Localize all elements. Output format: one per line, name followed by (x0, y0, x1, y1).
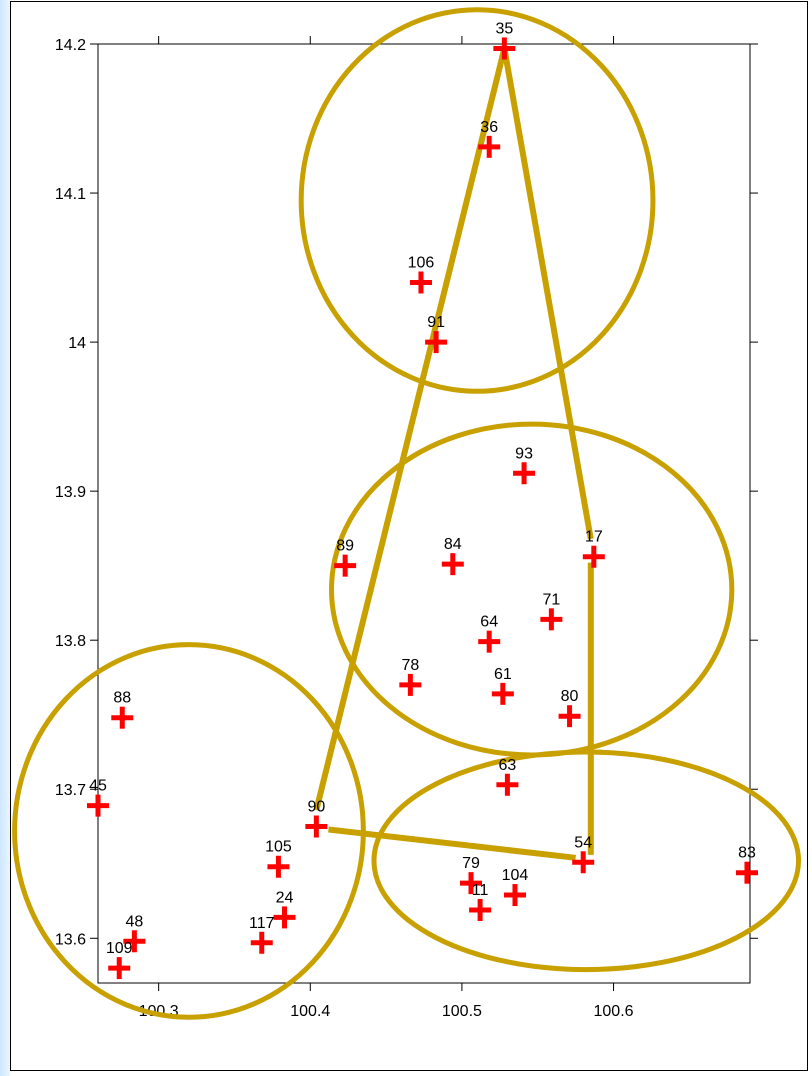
data-point: 71 (540, 591, 563, 631)
data-point: 90 (305, 799, 328, 838)
cluster-ellipses (12, 7, 802, 1020)
point-label: 105 (265, 839, 292, 856)
point-label: 93 (515, 445, 533, 462)
data-points: 35 36 106 91 93 89 84 17 71 64 78 61 80 88 63 45 90 105 54… (87, 20, 758, 980)
data-point: 91 (425, 314, 448, 354)
point-label: 83 (738, 845, 756, 862)
point-label: 17 (585, 529, 603, 546)
y-tick-label: 13.6 (55, 931, 86, 948)
link-lines (313, 47, 594, 861)
data-point: 106 (408, 254, 435, 294)
data-point: 83 (735, 845, 758, 884)
point-label: 54 (574, 834, 592, 851)
link-line (313, 47, 508, 811)
point-label: 88 (113, 690, 131, 707)
data-point: 54 (572, 834, 595, 874)
data-point: 64 (478, 614, 501, 653)
data-point: 24 (273, 889, 296, 929)
data-point: 104 (502, 867, 529, 907)
data-point: 17 (582, 529, 605, 568)
side-strip (0, 0, 10, 1076)
cluster-ellipse (12, 642, 366, 1020)
data-point: 36 (478, 119, 501, 158)
data-point: 80 (558, 688, 581, 728)
link-line (501, 47, 594, 540)
cluster-ellipse (371, 749, 802, 973)
plot-area (97, 43, 751, 984)
point-label: 24 (276, 889, 294, 906)
point-label: 35 (495, 20, 513, 37)
link-line (328, 826, 576, 861)
point-label: 117 (249, 915, 275, 932)
y-tick-label: 13.9 (55, 484, 86, 501)
y-tick-label: 14 (68, 335, 86, 352)
data-point: 117 (249, 915, 275, 954)
y-tick-label: 14.2 (55, 37, 86, 54)
axis-ticks (90, 36, 758, 991)
data-point: 35 (493, 20, 516, 60)
tick-labels: 100.3 100.4 100.5 100.613.613.713.813.91414… (55, 37, 634, 1020)
point-label: 91 (427, 314, 445, 331)
point-label: 79 (462, 855, 480, 872)
point-label: 48 (125, 913, 143, 930)
x-tick-label: 100.6 (594, 1003, 634, 1020)
x-tick-label: 100.5 (442, 1003, 482, 1020)
data-point: 79 (460, 855, 483, 895)
data-point: 78 (399, 657, 422, 696)
point-label: 104 (502, 867, 529, 884)
point-label: 109 (106, 940, 133, 957)
point-label: 106 (408, 254, 435, 271)
chart-frame (10, 1, 808, 1071)
point-label: 90 (307, 799, 325, 816)
data-point: 63 (496, 757, 519, 796)
data-point: 45 (87, 778, 109, 817)
point-label: 45 (89, 778, 107, 795)
point-label: 80 (561, 688, 579, 705)
point-label: 63 (498, 757, 516, 774)
data-point: 48 (123, 913, 146, 953)
point-label: 71 (542, 591, 560, 608)
data-point: 105 (265, 839, 292, 878)
y-tick-label: 13.7 (55, 782, 86, 799)
point-label: 11 (472, 882, 489, 899)
point-label: 84 (444, 536, 462, 553)
point-label: 64 (480, 614, 498, 631)
data-point: 109 (106, 940, 133, 980)
point-label: 61 (494, 666, 512, 683)
data-point: 89 (334, 538, 357, 577)
y-tick-label: 13.8 (55, 633, 86, 650)
y-tick-label: 14.1 (55, 186, 86, 203)
point-label: 89 (336, 538, 354, 555)
x-tick-label: 100.4 (290, 1003, 330, 1020)
point-label: 36 (480, 119, 498, 136)
data-point: 93 (513, 445, 536, 485)
data-point: 88 (111, 690, 134, 729)
data-point: 11 (469, 882, 492, 921)
cluster-ellipse (298, 7, 656, 394)
point-label: 78 (401, 657, 419, 674)
data-point: 61 (491, 666, 514, 705)
data-point: 84 (441, 536, 464, 576)
